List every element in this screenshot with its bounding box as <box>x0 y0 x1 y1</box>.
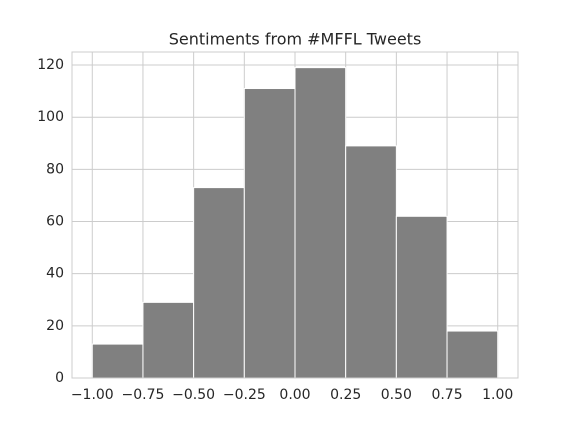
x-tick-label: −0.25 <box>223 387 266 403</box>
x-tick-label: −1.00 <box>71 387 114 403</box>
y-tick-label: 20 <box>46 318 64 334</box>
bar <box>193 187 245 379</box>
bar <box>243 88 296 379</box>
bar <box>142 301 195 379</box>
y-tick-label: 80 <box>46 161 64 177</box>
x-tick-label: 0.50 <box>381 387 412 403</box>
x-tick-label: 0.00 <box>279 387 310 403</box>
x-tick-label: −0.75 <box>122 387 165 403</box>
bar <box>345 145 397 379</box>
x-tick-label: 1.00 <box>482 387 513 403</box>
y-tick-label: 100 <box>37 109 64 125</box>
bar <box>446 330 499 379</box>
y-tick-label: 0 <box>55 370 64 386</box>
chart-title: Sentiments from #MFFL Tweets <box>169 30 422 49</box>
y-tick-label: 40 <box>46 266 64 282</box>
y-tick-label: 60 <box>46 214 64 230</box>
x-tick-label: 0.75 <box>431 387 462 403</box>
bar <box>294 67 347 379</box>
bar <box>395 215 448 379</box>
x-tick-label: −0.50 <box>172 387 215 403</box>
plot-frame <box>71 51 519 379</box>
x-tick-label: 0.25 <box>330 387 361 403</box>
bar <box>91 343 144 379</box>
y-tick-label: 120 <box>37 57 64 73</box>
